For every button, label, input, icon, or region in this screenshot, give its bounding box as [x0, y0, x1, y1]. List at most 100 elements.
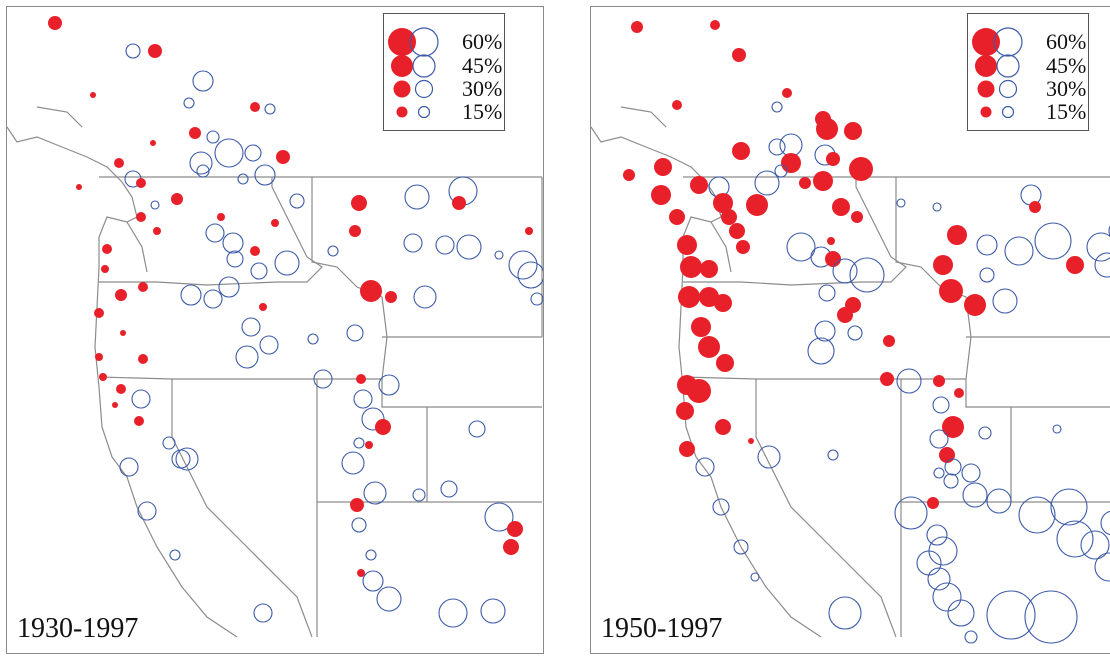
legend-increase-60: [388, 28, 416, 56]
site-marker-increase: [115, 289, 127, 301]
site-marker-decrease: [378, 374, 400, 396]
site-marker-increase: [698, 336, 720, 358]
site-marker-increase: [356, 374, 366, 384]
site-marker-decrease: [807, 337, 835, 365]
site-marker-increase: [385, 291, 397, 303]
site-marker-decrease: [1094, 252, 1110, 278]
site-marker-decrease: [175, 447, 199, 471]
site-marker-decrease: [979, 267, 995, 283]
legend-label-45: 45%: [1046, 53, 1087, 78]
site-marker-increase: [678, 286, 700, 308]
site-marker-increase: [713, 193, 733, 213]
site-marker-increase: [259, 303, 267, 311]
site-marker-increase: [687, 379, 711, 403]
site-marker-increase: [360, 280, 382, 302]
site-marker-decrease: [264, 103, 276, 115]
site-marker-decrease: [171, 449, 191, 469]
site-marker-decrease: [828, 596, 862, 630]
legend-label-30: 30%: [1046, 76, 1087, 101]
site-marker-decrease: [961, 463, 981, 483]
site-marker-increase: [48, 16, 62, 30]
site-marker-decrease: [413, 285, 437, 309]
site-marker-increase: [654, 158, 672, 176]
site-marker-increase: [114, 158, 124, 168]
legend-decrease-15: [1001, 105, 1015, 119]
site-marker-decrease: [131, 389, 151, 409]
legend-symbols: [972, 27, 1023, 119]
site-marker-decrease: [307, 333, 319, 345]
site-marker-decrease: [259, 335, 279, 355]
site-marker-increase: [150, 140, 156, 146]
site-marker-decrease: [508, 250, 538, 280]
site-marker-increase: [1029, 201, 1041, 213]
site-marker-decrease: [440, 480, 458, 498]
legend-increase-30: [393, 80, 411, 98]
site-marker-increase: [136, 178, 146, 188]
site-marker-decrease: [847, 325, 863, 341]
site-marker-increase: [927, 497, 939, 509]
site-marker-decrease: [1108, 225, 1110, 237]
site-marker-decrease: [403, 233, 423, 253]
site-marker-increase: [825, 251, 841, 267]
site-marker-decrease: [530, 292, 543, 306]
site-marker-increase: [250, 102, 260, 112]
site-marker-increase: [138, 282, 148, 292]
legend-label-15: 15%: [1046, 99, 1087, 124]
site-marker-decrease: [964, 630, 978, 644]
site-marker-decrease: [412, 488, 426, 502]
legend-increase-45: [391, 55, 413, 77]
site-marker-increase: [883, 335, 895, 347]
site-marker-decrease: [1080, 530, 1110, 560]
site-marker-increase: [349, 225, 361, 237]
site-marker-increase: [826, 152, 840, 166]
site-marker-decrease: [214, 138, 244, 168]
site-marker-decrease: [894, 496, 928, 530]
site-marker-increase: [732, 48, 746, 62]
site-marker-increase: [832, 198, 850, 216]
site-marker-increase: [153, 227, 161, 235]
site-marker-decrease: [180, 284, 202, 306]
site-marker-decrease: [932, 202, 942, 212]
site-marker-decrease: [962, 482, 988, 508]
site-marker-increase: [136, 212, 146, 222]
site-marker-increase: [813, 171, 833, 191]
site-marker-decrease: [947, 599, 975, 627]
site-marker-decrease: [205, 223, 225, 243]
site-marker-increase: [939, 447, 955, 463]
site-marker-increase: [942, 416, 964, 438]
site-marker-decrease: [253, 603, 273, 623]
site-marker-decrease: [1052, 424, 1062, 434]
site-marker-increase: [76, 184, 82, 190]
site-marker-increase: [782, 88, 792, 98]
site-marker-decrease: [341, 451, 365, 475]
site-marker-decrease: [468, 420, 486, 438]
site-marker-increase: [851, 211, 863, 223]
site-marker-decrease: [351, 517, 367, 533]
site-marker-increase: [815, 111, 831, 127]
site-marker-increase: [351, 195, 367, 211]
legend-decrease-60: [993, 27, 1023, 57]
site-marker-increase: [680, 256, 702, 278]
site-marker-increase: [721, 209, 737, 225]
site-marker-increase: [217, 213, 225, 221]
site-marker-increase: [1066, 256, 1084, 274]
site-marker-increase: [748, 438, 754, 444]
site-marker-increase: [679, 441, 695, 457]
site-marker-increase: [736, 240, 750, 254]
site-marker-decrease: [1034, 222, 1072, 260]
map-canvas: [7, 16, 543, 638]
site-marker-decrease: [438, 598, 468, 628]
site-marker-decrease: [827, 449, 839, 461]
site-marker-decrease: [712, 498, 730, 516]
site-marker-increase: [746, 194, 768, 216]
site-marker-decrease: [327, 245, 339, 257]
site-marker-increase: [837, 307, 853, 323]
site-marker-increase: [799, 177, 811, 189]
site-marker-increase: [101, 265, 109, 273]
legend-decrease-45: [996, 54, 1020, 78]
site-marker-decrease: [237, 173, 249, 185]
site-marker-decrease: [361, 407, 385, 431]
site-marker-increase: [729, 223, 745, 239]
site-marker-increase: [849, 157, 873, 181]
map-panel-1930-1997: 60% 45% 30% 15% 1930-1997: [6, 6, 544, 654]
